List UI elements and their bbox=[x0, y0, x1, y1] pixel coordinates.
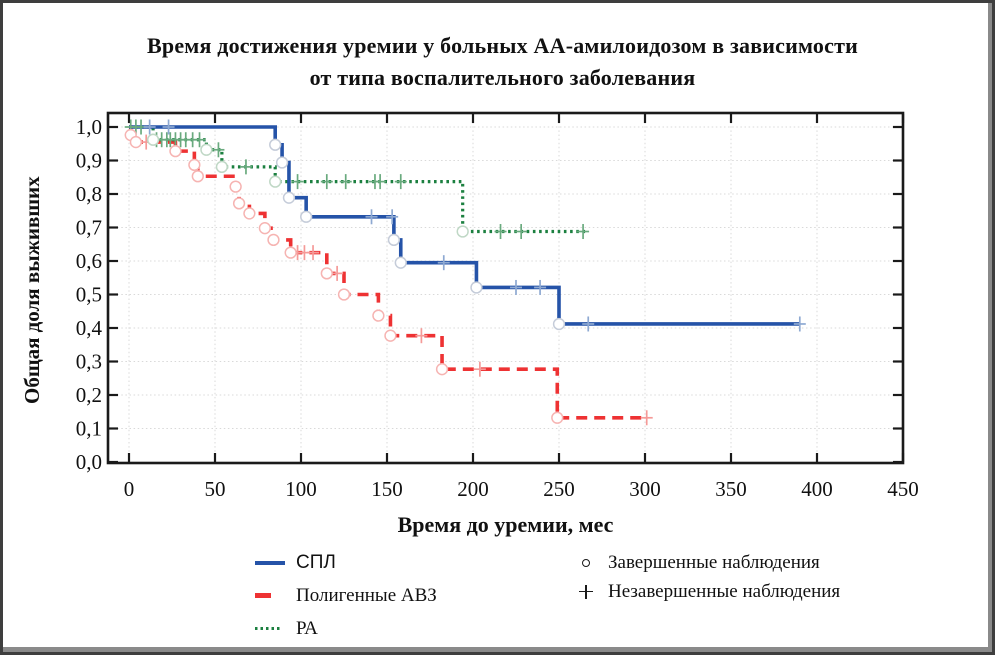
event-marker bbox=[191, 170, 204, 183]
event-marker bbox=[470, 281, 483, 294]
legend-swatch-slot bbox=[255, 627, 289, 630]
event-marker bbox=[552, 317, 566, 331]
event-marker bbox=[129, 135, 143, 149]
x-tick-label: 200 bbox=[457, 477, 489, 501]
x-tick-label: 250 bbox=[543, 477, 575, 501]
event-marker bbox=[384, 329, 397, 342]
y-tick-label: 0,7 bbox=[76, 216, 102, 240]
y-tick-label: 0,3 bbox=[76, 350, 102, 374]
plot-frame bbox=[106, 111, 905, 465]
x-tick-label: 300 bbox=[629, 477, 661, 501]
series-curve-1 bbox=[128, 125, 647, 420]
series-legend: СПЛ Полигенные АВЗ РА bbox=[255, 546, 437, 645]
y-tick-label: 0,0 bbox=[76, 450, 102, 474]
y-tick-label: 0,9 bbox=[76, 149, 102, 173]
event-marker bbox=[200, 143, 213, 156]
dashed-line-swatch bbox=[255, 593, 271, 598]
markers-legend: Завершенные наблюдения Незавершенные наб… bbox=[576, 548, 840, 606]
legend-item-censored: Незавершенные наблюдения bbox=[576, 577, 840, 606]
legend-symbol-slot bbox=[576, 558, 596, 567]
legend-item-completed: Завершенные наблюдения bbox=[576, 548, 840, 577]
x-tick-label: 100 bbox=[285, 477, 317, 501]
x-tick-label: 350 bbox=[715, 477, 747, 501]
y-tick-label: 0,4 bbox=[76, 316, 103, 340]
chart-title-line-1: Время достижения уремии у больных АА-ами… bbox=[147, 33, 858, 58]
legend-label-completed: Завершенные наблюдения bbox=[608, 551, 820, 573]
event-marker bbox=[188, 158, 201, 172]
event-marker bbox=[435, 363, 449, 376]
y-tick-label: 0,5 bbox=[76, 283, 102, 307]
chart-title-line-2: от типа воспалительного заболевания bbox=[309, 65, 696, 90]
event-marker bbox=[229, 180, 242, 193]
event-marker bbox=[337, 288, 351, 301]
plus-icon bbox=[579, 584, 593, 599]
y-tick-label: 0,1 bbox=[76, 417, 102, 441]
legend-item-spl: СПЛ bbox=[255, 546, 437, 579]
y-tick-label: 0,2 bbox=[76, 383, 102, 407]
event-marker bbox=[232, 197, 246, 210]
series-curve-0 bbox=[129, 125, 800, 326]
open-circle-icon bbox=[582, 558, 590, 567]
solid-line-swatch bbox=[255, 560, 285, 565]
y-tick-label: 0,8 bbox=[76, 182, 102, 206]
event-marker bbox=[243, 207, 256, 220]
dotted-line-swatch bbox=[255, 627, 282, 630]
x-tick-label: 400 bbox=[801, 477, 833, 501]
event-marker bbox=[146, 133, 160, 146]
event-marker bbox=[320, 267, 333, 280]
event-marker bbox=[284, 246, 297, 259]
chart-title: Время достижения уремии у больных АА-ами… bbox=[10, 30, 995, 94]
legend-item-poligennye-avz: Полигенные АВЗ bbox=[255, 579, 437, 612]
x-tick-label: 0 bbox=[124, 477, 135, 501]
event-marker bbox=[169, 144, 182, 158]
event-marker bbox=[275, 156, 289, 169]
event-marker bbox=[456, 225, 469, 238]
legend-swatch-slot bbox=[255, 593, 289, 598]
x-axis-title: Время до уремии, мес bbox=[397, 512, 614, 537]
event-marker bbox=[258, 222, 272, 235]
event-marker bbox=[387, 233, 401, 247]
event-marker bbox=[394, 256, 407, 269]
event-marker bbox=[269, 138, 282, 151]
event-marker bbox=[372, 309, 385, 322]
y-tick-label: 0,6 bbox=[76, 249, 102, 273]
event-marker bbox=[551, 411, 564, 424]
event-marker bbox=[267, 233, 280, 247]
legend-label-spl: СПЛ bbox=[296, 551, 336, 573]
legend-label-ra: РА bbox=[296, 617, 318, 639]
x-tick-label: 450 bbox=[887, 477, 919, 501]
x-tick-label: 50 bbox=[205, 477, 226, 501]
legend-symbol-slot bbox=[576, 584, 596, 599]
series-curve-2 bbox=[129, 125, 589, 234]
x-tick-label: 150 bbox=[371, 477, 403, 501]
event-marker bbox=[269, 175, 282, 188]
legend-item-ra: РА bbox=[255, 612, 437, 645]
y-tick-label: 1,0 bbox=[76, 115, 102, 139]
event-marker bbox=[215, 160, 229, 174]
event-marker bbox=[300, 210, 313, 223]
event-marker bbox=[282, 191, 296, 204]
legend-label-poligennye-avz: Полигенные АВЗ bbox=[296, 584, 437, 606]
legend-swatch-slot bbox=[255, 560, 289, 565]
legend-label-censored: Незавершенные наблюдения bbox=[608, 580, 841, 602]
